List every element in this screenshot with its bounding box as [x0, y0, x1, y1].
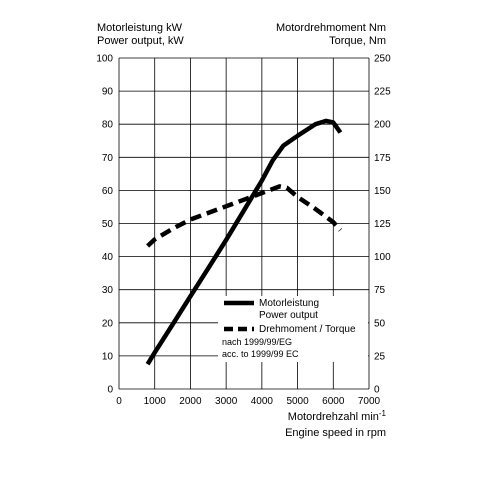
legend-note-de: nach 1999/99/EG — [222, 337, 292, 347]
right-tick-label-250: 250 — [374, 54, 391, 65]
right-tick-label-25: 25 — [374, 351, 386, 362]
x-tick-label-0: 0 — [116, 396, 122, 407]
right-tick-label-0: 0 — [374, 385, 380, 396]
x-tick-label-6000: 6000 — [322, 396, 345, 407]
x-axis-label-superscript: -1 — [379, 409, 387, 418]
legend-power-label-de: Motorleistung — [259, 298, 319, 309]
left-tick-label-50: 50 — [102, 219, 114, 230]
series-lines — [145, 118, 343, 366]
x-tick-label-7000: 7000 — [358, 396, 381, 407]
left-axis-title-de: Motorleistung kW — [97, 22, 183, 34]
x-tick-label-4000: 4000 — [251, 396, 274, 407]
right-tick-label-200: 200 — [374, 120, 391, 131]
left-tick-label-20: 20 — [102, 318, 114, 329]
x-tick-label-1000: 1000 — [144, 396, 167, 407]
x-tick-label-3000: 3000 — [215, 396, 238, 407]
left-tick-label-60: 60 — [102, 186, 114, 197]
left-tick-label-30: 30 — [102, 285, 114, 296]
right-tick-label-50: 50 — [374, 318, 386, 329]
right-tick-label-75: 75 — [374, 285, 386, 296]
legend-note-en: acc. to 1999/99 EC — [222, 349, 299, 359]
x-tick-label-2000: 2000 — [179, 396, 202, 407]
left-tick-label-90: 90 — [102, 87, 114, 98]
torque-line — [146, 184, 343, 248]
grid — [118, 57, 370, 390]
left-tick-label-80: 80 — [102, 120, 114, 131]
left-tick-label-0: 0 — [107, 385, 113, 396]
x-axis-label-en: Engine speed in rpm — [285, 427, 386, 439]
right-tick-label-125: 125 — [374, 219, 391, 230]
left-tick-label-40: 40 — [102, 252, 114, 263]
legend-power-label-en: Power output — [259, 310, 318, 321]
right-tick-label-150: 150 — [374, 186, 391, 197]
x-tick-label-5000: 5000 — [286, 396, 309, 407]
right-axis-title-de: Motordrehmoment Nm — [276, 22, 386, 34]
right-tick-label-175: 175 — [374, 153, 391, 164]
right-tick-label-100: 100 — [374, 252, 391, 263]
x-tick-labels: 0 1000 2000 3000 4000 5000 6000 7000 — [116, 396, 380, 407]
left-tick-label-100: 100 — [96, 54, 113, 65]
power-line — [145, 118, 343, 366]
left-tick-label-70: 70 — [102, 153, 114, 164]
right-tick-labels: 0 25 50 75 100 125 150 175 200 225 250 — [374, 54, 391, 396]
left-tick-labels: 0 10 20 30 40 50 60 70 80 90 100 — [96, 54, 113, 396]
left-tick-label-10: 10 — [102, 351, 114, 362]
left-axis-title-en: Power output, kW — [97, 35, 184, 47]
legend-torque-label: Drehmoment / Torque — [259, 324, 356, 335]
right-tick-label-225: 225 — [374, 87, 391, 98]
x-axis-label-de: Motordrehzahl min-1 — [288, 409, 387, 423]
right-axis-title-en: Torque, Nm — [329, 35, 386, 47]
